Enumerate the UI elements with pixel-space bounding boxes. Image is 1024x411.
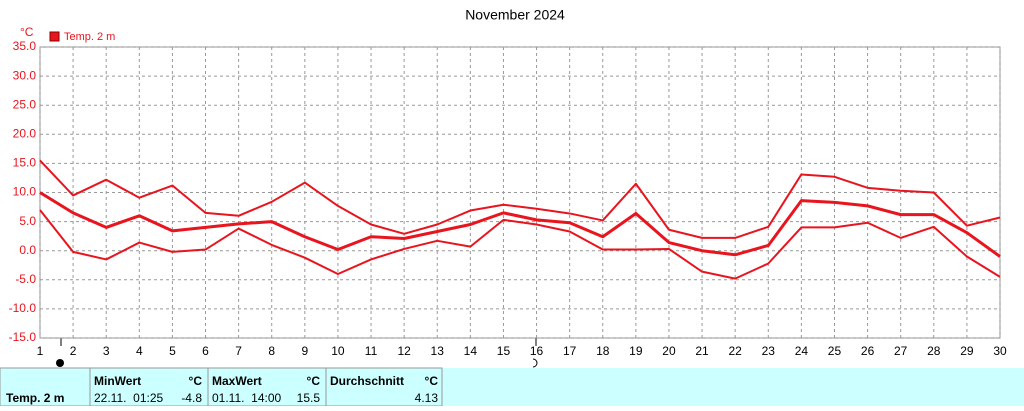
moon-icon xyxy=(532,358,538,368)
summary-unit: °C xyxy=(189,374,203,388)
x-tick-label: 15 xyxy=(497,344,511,358)
summary-unit: °C xyxy=(307,374,321,388)
x-tick-label: 2 xyxy=(70,344,77,358)
y-tick-label: -10.0 xyxy=(9,301,37,315)
summary-title: MinWert xyxy=(94,374,141,388)
x-tick-label: 7 xyxy=(235,344,242,358)
y-tick-label: 10.0 xyxy=(13,185,37,199)
y-tick-label: 35.0 xyxy=(13,39,37,53)
summary-value: 15.5 xyxy=(297,391,321,405)
x-tick-label: 14 xyxy=(464,344,478,358)
summary-time: 22.11. 01:25 xyxy=(94,391,163,405)
y-unit: °C xyxy=(20,25,34,39)
y-tick-label: 15.0 xyxy=(13,156,37,170)
y-tick-label: 20.0 xyxy=(13,126,37,140)
summary-title: MaxWert xyxy=(212,374,262,388)
summary-label: Temp. 2 m xyxy=(6,391,64,405)
x-tick-label: 8 xyxy=(268,344,275,358)
x-tick-label: 11 xyxy=(365,344,378,358)
x-tick-label: 20 xyxy=(662,344,676,358)
temperature-line xyxy=(39,159,1001,239)
legend-swatch xyxy=(49,31,60,42)
y-tick-label: -15.0 xyxy=(9,330,37,344)
summary-title: Durchschnitt xyxy=(330,374,404,388)
x-tick-label: 21 xyxy=(695,344,709,358)
summary-time: 01.11. 14:00 xyxy=(212,391,281,405)
x-tick-label: 18 xyxy=(596,344,610,358)
x-tick-label: 27 xyxy=(894,344,908,358)
x-tick-label: 30 xyxy=(993,344,1007,358)
x-tick-label: 16 xyxy=(530,344,544,358)
x-tick-label: 26 xyxy=(861,344,875,358)
new-moon-icon xyxy=(56,359,64,367)
x-tick-label: 24 xyxy=(795,344,809,358)
x-tick-label: 3 xyxy=(103,344,110,358)
summary-table xyxy=(0,367,443,407)
x-tick-label: 4 xyxy=(136,344,143,358)
x-tick-label: 5 xyxy=(169,344,176,358)
x-tick-label: 29 xyxy=(960,344,974,358)
x-tick-label: 17 xyxy=(563,344,577,358)
x-tick-label: 1 xyxy=(37,344,44,358)
x-tick-label: 6 xyxy=(202,344,209,358)
y-tick-label: -5.0 xyxy=(15,272,36,286)
x-tick-label: 28 xyxy=(927,344,941,358)
x-tick-label: 19 xyxy=(629,344,643,358)
x-tick-label: 25 xyxy=(828,344,842,358)
x-tick-label: 12 xyxy=(397,344,411,358)
x-tick-label: 9 xyxy=(301,344,308,358)
legend-label: Temp. 2 m xyxy=(64,31,115,43)
summary-value: 4.13 xyxy=(415,391,439,405)
summary-unit: °C xyxy=(425,374,439,388)
x-tick-label: 10 xyxy=(331,344,345,358)
x-tick-label: 22 xyxy=(728,344,742,358)
y-tick-label: 5.0 xyxy=(19,214,36,228)
summary-value: -4.8 xyxy=(181,391,202,405)
y-tick-label: 25.0 xyxy=(13,97,37,111)
temperature-line xyxy=(39,209,1001,280)
x-tick-label: 23 xyxy=(762,344,776,358)
y-tick-label: 0.0 xyxy=(19,243,36,257)
temperature-line xyxy=(39,191,1001,258)
chart-title: November 2024 xyxy=(465,7,565,23)
y-tick-label: 30.0 xyxy=(13,68,37,82)
x-tick-label: 13 xyxy=(431,344,445,358)
